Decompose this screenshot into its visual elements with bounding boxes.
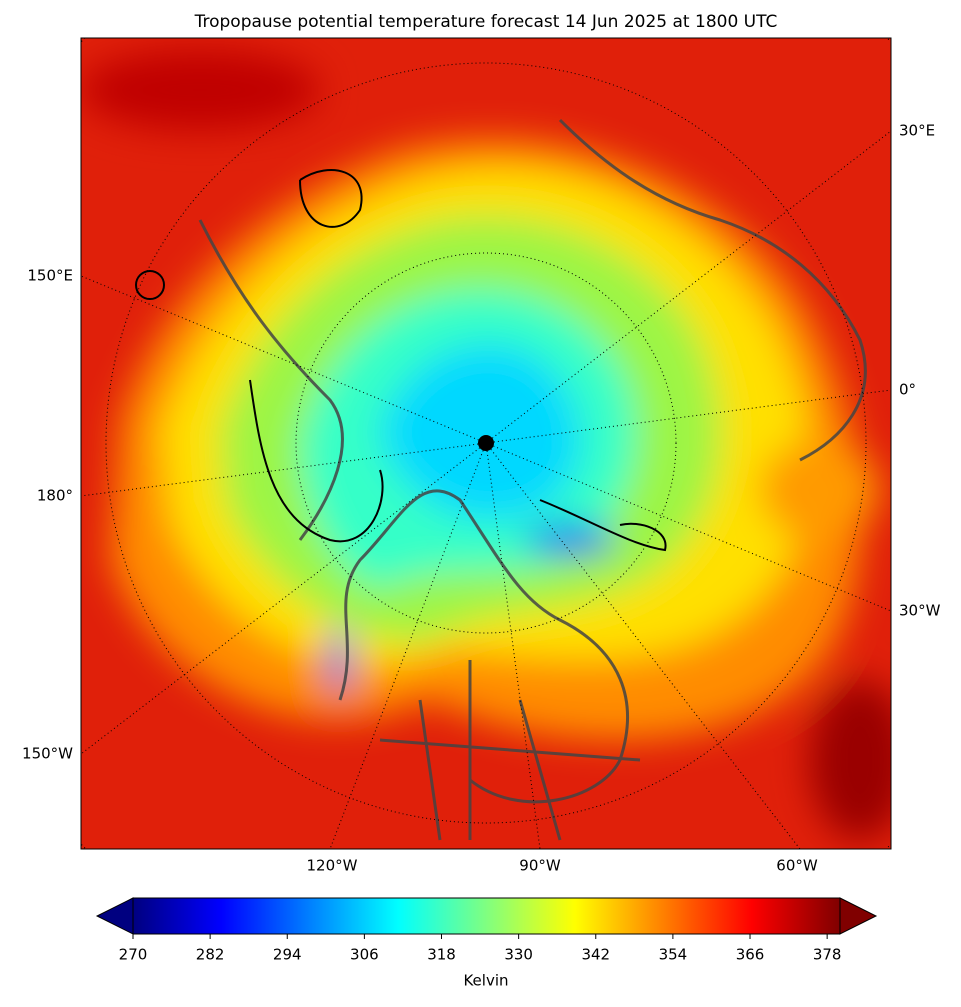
lon-label: 30°E [899,122,935,140]
colorbar-extend-high [839,897,878,935]
colorbar-tick-label: 270 [119,946,148,964]
lon-label: 150°E [27,267,73,285]
colorbar-tick-label: 378 [813,946,842,964]
map-title: Tropopause potential temperature forecas… [194,12,778,32]
colorbar-tick-label: 330 [504,946,533,964]
lon-label: 30°W [899,602,941,620]
lon-label: 90°W [519,857,561,875]
colorbar-tick-label: 354 [659,946,688,964]
colorbar-extend-low [95,897,134,935]
lon-label: 120°W [307,857,358,875]
colorbar-tick-label: 306 [350,946,379,964]
colorbar-tick-label: 282 [196,946,225,964]
colorbar-body [132,897,841,935]
lon-label: 60°W [776,857,818,875]
colorbar-tick-label: 366 [736,946,765,964]
lon-label: 180° [37,487,73,505]
colorbar-tick-label: 294 [273,946,302,964]
lon-labels: 30°E 0° 30°W 150°E 180° 150°W 120°W 90°W 60°W [22,122,941,875]
colorbar-tick-label: 342 [581,946,610,964]
lon-label: 0° [899,381,916,399]
lon-label: 150°W [22,745,73,763]
colorbar-label: Kelvin [463,972,508,990]
colorbar: 270 282 294 306 318 330 342 354 366 378 Kelvin [95,897,878,990]
colorbar-tick-label: 318 [427,946,456,964]
